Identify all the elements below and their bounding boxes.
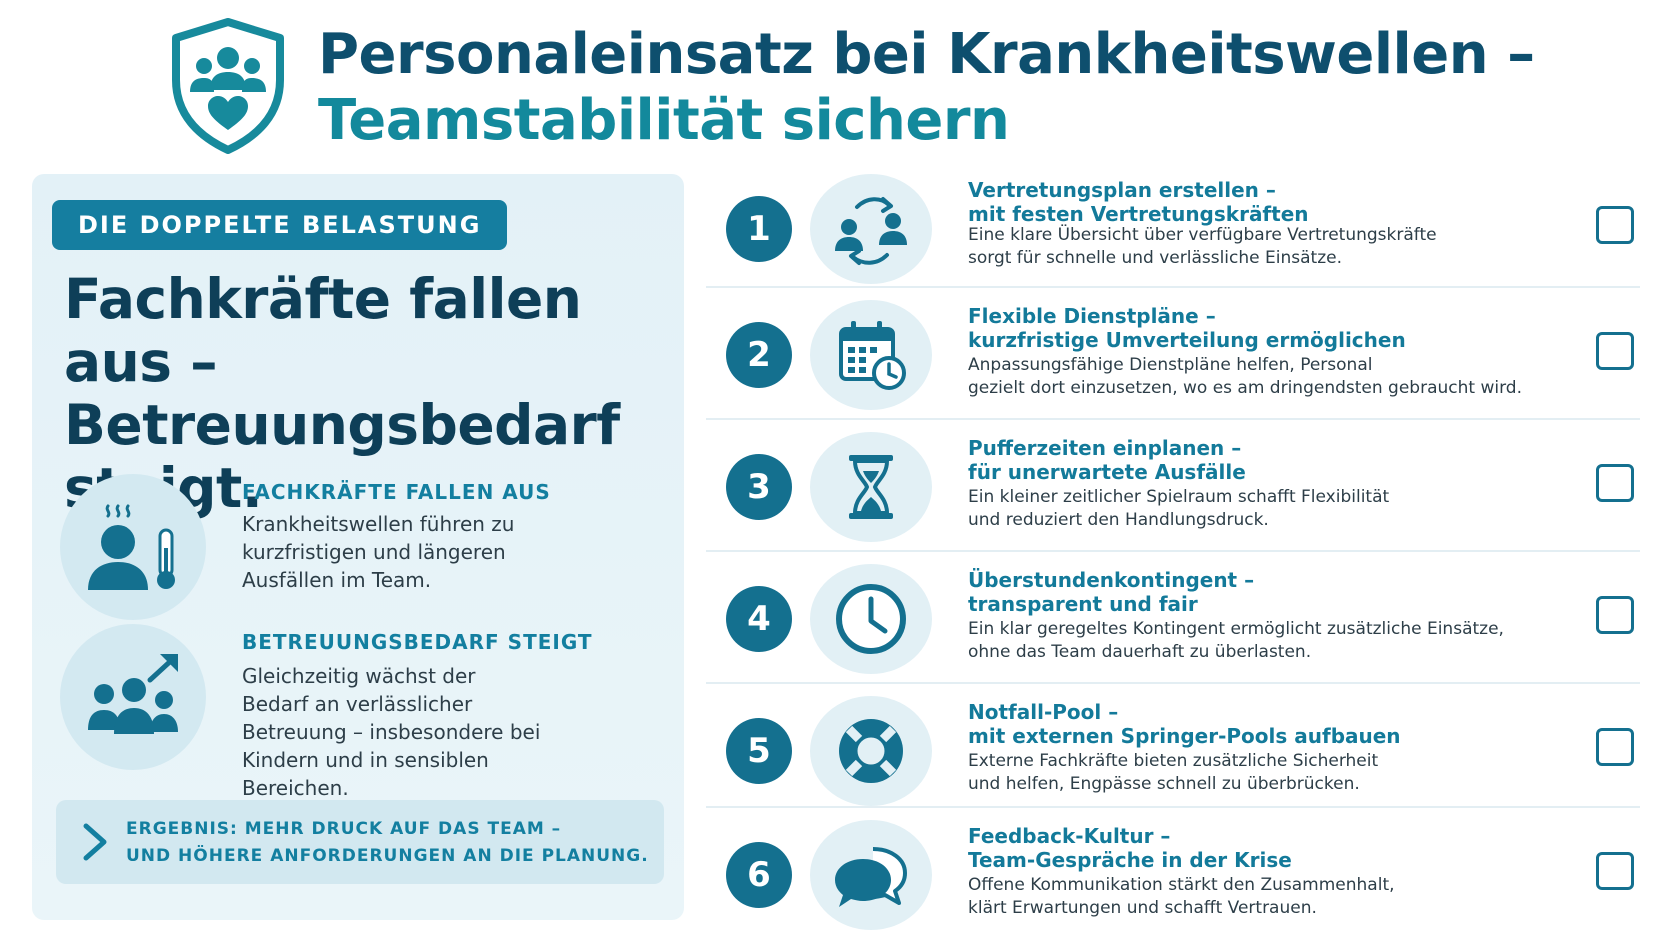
step-title-2-line-1: Flexible Dienstpläne – <box>968 304 1216 328</box>
step-number-6: 6 <box>726 842 792 908</box>
step-title-6-line-1: Feedback-Kultur – <box>968 824 1171 848</box>
result-line-2: UND HÖHERE ANFORDERUNGEN AN DIE PLANUNG. <box>126 846 649 866</box>
title-line-2: Teamstabilität sichern <box>318 88 1010 153</box>
hourglass-icon <box>810 432 932 542</box>
step-desc-3-line-1: Ein kleiner zeitlicher Spielraum schafft… <box>968 487 1390 507</box>
step-checkbox-5[interactable] <box>1596 728 1634 766</box>
shield-people-heart-logo <box>168 18 288 154</box>
divider <box>706 418 1640 420</box>
step-number-4: 4 <box>726 586 792 652</box>
step-title-4: Überstundenkontingent – transparent und … <box>968 568 1254 616</box>
step-title-1-line-2: mit festen Vertretungskräften <box>968 202 1309 226</box>
step-desc-4: Ein klar geregeltes Kontingent ermöglich… <box>968 618 1504 664</box>
divider <box>706 286 1640 288</box>
step-number-5: 5 <box>726 718 792 784</box>
step-checkbox-1[interactable] <box>1596 206 1634 244</box>
step-desc-1: Eine klare Übersicht über verfügbare Ver… <box>968 224 1437 270</box>
result-box: ERGEBNIS: MEHR DRUCK AUF DAS TEAM – UND … <box>56 800 664 884</box>
lifebuoy-icon <box>810 696 932 806</box>
step-title-2-line-2: kurzfristige Umverteilung ermöglichen <box>968 328 1406 352</box>
step-desc-3: Ein kleiner zeitlicher Spielraum schafft… <box>968 486 1389 532</box>
step-checkbox-4[interactable] <box>1596 596 1634 634</box>
step-desc-6: Offene Kommunikation stärkt den Zusammen… <box>968 874 1395 920</box>
page-title: Personaleinsatz bei Krankheitswellen – T… <box>318 22 1535 154</box>
step-checkbox-2[interactable] <box>1596 332 1634 370</box>
calendar-clock-icon <box>810 300 932 410</box>
title-line-1: Personaleinsatz bei Krankheitswellen – <box>318 22 1535 87</box>
step-row-3: 3 Pufferzeiten einplanen – für unerwarte… <box>706 426 1640 550</box>
step-title-2: Flexible Dienstpläne – kurzfristige Umve… <box>968 304 1406 352</box>
step-desc-4-line-2: ohne das Team dauerhaft zu überlasten. <box>968 642 1312 662</box>
step-title-5: Notfall-Pool – mit externen Springer-Poo… <box>968 700 1401 748</box>
group-growth-arrow-icon <box>60 624 206 770</box>
step-title-1: Vertretungsplan erstellen – mit festen V… <box>968 178 1309 226</box>
step-desc-5-line-1: Externe Fachkräfte bieten zusätzliche Si… <box>968 751 1379 771</box>
step-title-1-line-1: Vertretungsplan erstellen – <box>968 178 1276 202</box>
step-title-5-line-2: mit externen Springer-Pools aufbauen <box>968 724 1401 748</box>
step-desc-2-line-1: Anpassungsfähige Dienstpläne helfen, Per… <box>968 355 1373 375</box>
step-row-2: 2 Flexible Dienstpläne – kurzfristige Um… <box>706 294 1640 418</box>
info-heading-2: BETREUUNGSBEDARF STEIGT <box>242 630 593 654</box>
divider <box>706 806 1640 808</box>
step-desc-6-line-2: klärt Erwartungen und schafft Vertrauen. <box>968 898 1317 918</box>
clock-icon <box>810 564 932 674</box>
step-title-3: Pufferzeiten einplanen – für unerwartete… <box>968 436 1246 484</box>
step-title-3-line-2: für unerwartete Ausfälle <box>968 460 1246 484</box>
step-number-1: 1 <box>726 196 792 262</box>
result-text: ERGEBNIS: MEHR DRUCK AUF DAS TEAM – UND … <box>126 816 649 870</box>
sick-person-thermometer-icon <box>60 474 206 620</box>
step-number-3: 3 <box>726 454 792 520</box>
step-desc-2: Anpassungsfähige Dienstpläne helfen, Per… <box>968 354 1522 400</box>
divider <box>706 682 1640 684</box>
chat-bubbles-icon <box>810 820 932 930</box>
step-desc-5-line-2: und helfen, Engpässe schnell zu überbrüc… <box>968 774 1360 794</box>
result-line-1: ERGEBNIS: MEHR DRUCK AUF DAS TEAM – <box>126 819 562 839</box>
step-checkbox-6[interactable] <box>1596 852 1634 890</box>
info-text-1: Krankheitswellen führen zu kurzfristigen… <box>242 512 515 592</box>
step-title-5-line-1: Notfall-Pool – <box>968 700 1119 724</box>
chevron-right-icon <box>80 820 110 868</box>
step-desc-1-line-2: sorgt für schnelle und verlässliche Eins… <box>968 248 1342 268</box>
step-title-4-line-2: transparent und fair <box>968 592 1198 616</box>
step-desc-2-line-2: gezielt dort einzusetzen, wo es am dring… <box>968 378 1522 398</box>
step-checkbox-3[interactable] <box>1596 464 1634 502</box>
info-heading-1: FACHKRÄFTE FALLEN AUS <box>242 480 551 504</box>
step-row-1: 1 Vertretungsplan erstellen – mit festen… <box>706 168 1640 292</box>
step-title-4-line-1: Überstundenkontingent – <box>968 568 1255 592</box>
step-desc-1-line-1: Eine klare Übersicht über verfügbare Ver… <box>968 225 1437 245</box>
step-title-6-line-2: Team-Gespräche in der Krise <box>968 848 1292 872</box>
step-title-3-line-1: Pufferzeiten einplanen – <box>968 436 1242 460</box>
step-row-5: 5 Notfall-Pool – mit externen Springer-P… <box>706 690 1640 814</box>
step-desc-3-line-2: und reduziert den Handlungsdruck. <box>968 510 1269 530</box>
step-desc-5: Externe Fachkräfte bieten zusätzliche Si… <box>968 750 1378 796</box>
step-row-6: 6 Feedback-Kultur – Team-Gespräche in de… <box>706 814 1640 938</box>
info-text-2: Gleichzeitig wächst der Bedarf an verläs… <box>242 664 541 800</box>
section-badge: DIE DOPPELTE BELASTUNG <box>52 200 508 250</box>
people-swap-icon <box>810 174 932 284</box>
step-desc-6-line-1: Offene Kommunikation stärkt den Zusammen… <box>968 875 1395 895</box>
step-row-4: 4 Überstundenkontingent – transparent un… <box>706 558 1640 682</box>
step-title-6: Feedback-Kultur – Team-Gespräche in der … <box>968 824 1292 872</box>
step-number-2: 2 <box>726 322 792 388</box>
divider <box>706 550 1640 552</box>
step-desc-4-line-1: Ein klar geregeltes Kontingent ermöglich… <box>968 619 1504 639</box>
